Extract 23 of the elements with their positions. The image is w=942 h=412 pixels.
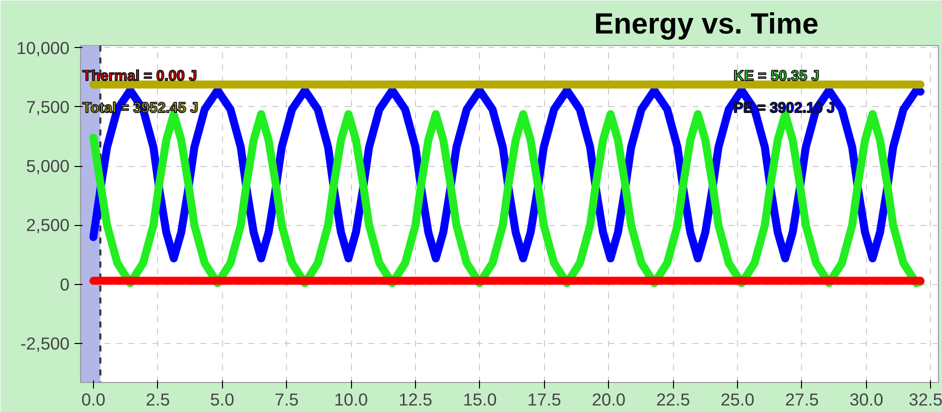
x-tick-label: 5.0	[210, 390, 234, 410]
x-tick-label: 32.5	[908, 390, 942, 410]
y-tick-label: 5,000	[26, 156, 70, 176]
x-tick-label: 30.0	[849, 390, 884, 410]
chart-title: Energy vs. Time	[594, 8, 819, 40]
x-tick-label: 7.5	[274, 390, 299, 410]
x-tick-label: 22.5	[656, 390, 690, 410]
y-tick-label: 0	[60, 274, 70, 294]
x-tick-label: 15.0	[463, 390, 497, 410]
y-tick-label: -2,500	[20, 333, 70, 354]
x-tick-label: 27.5	[785, 390, 819, 410]
x-tick-label: 10.0	[334, 390, 368, 410]
x-tick-label: 0.0	[81, 390, 106, 410]
x-tick-label: 17.5	[527, 390, 562, 410]
y-tick-label: 2,500	[26, 215, 70, 236]
y-tick-label: 7,500	[26, 96, 70, 117]
y-tick-label: 10,000	[16, 38, 70, 58]
annotation: KE = 50.35 J	[734, 68, 820, 84]
x-tick-label: 12.5	[398, 390, 432, 410]
x-tick-label: 2.5	[146, 390, 170, 410]
x-tick-label: 25.0	[720, 390, 754, 410]
annotation: Thermal = 0.00 J	[82, 68, 197, 84]
x-tick-label: 20.0	[592, 390, 626, 410]
